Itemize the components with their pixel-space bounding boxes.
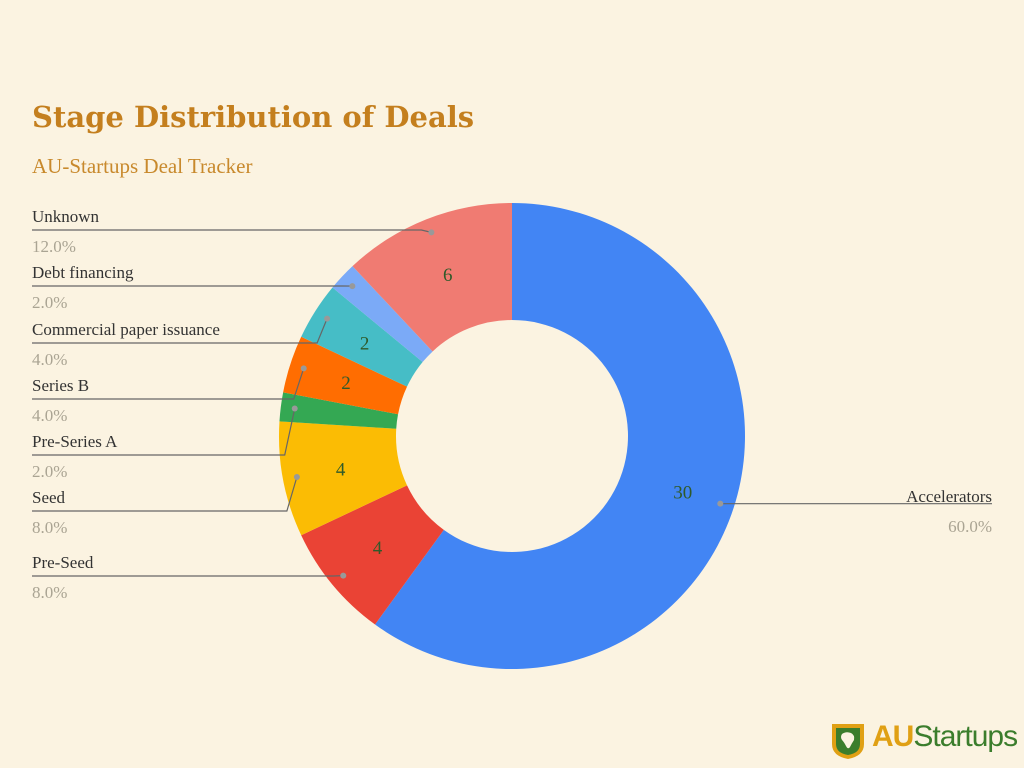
legend-label-accelerators: Accelerators: [906, 487, 992, 506]
logo-text-suffix: Startups: [913, 720, 1018, 753]
logo-text: AUStartups: [872, 720, 1018, 754]
legend-label-commercial-paper-issuance: Commercial paper issuance: [32, 320, 220, 339]
leader-dot-seed: [293, 474, 300, 481]
percent-label-seed: 8.0%: [32, 518, 67, 537]
slice-pre-series-a: [279, 392, 399, 429]
slice-series-b: [283, 336, 408, 415]
slice-unknown: [352, 203, 512, 352]
value-label-accelerators: 30: [673, 482, 692, 503]
leader-dot-debt-financing: [349, 283, 356, 290]
value-label-series-b: 2: [341, 373, 351, 394]
austartups-logo: AUStartups: [828, 718, 1018, 762]
slice-accelerators: [375, 203, 745, 670]
leader-line-series-b: [32, 368, 305, 400]
leader-dot-pre-series-a: [291, 405, 298, 412]
percent-label-unknown: 12.0%: [32, 237, 76, 256]
leader-line-unknown: [32, 229, 432, 233]
chart-subtitle: AU-Startups Deal Tracker: [32, 154, 253, 178]
africa-shield-icon: [832, 724, 864, 759]
leader-line-seed: [32, 476, 298, 512]
legend-label-pre-seed: Pre-Seed: [32, 553, 94, 572]
logo-text-prefix: AU: [872, 720, 914, 753]
slice-seed: [279, 421, 408, 536]
slice-debt-financing: [332, 266, 433, 363]
leader-dot-commercial-paper-issuance: [324, 315, 331, 322]
leader-line-pre-series-a: [32, 408, 296, 456]
leader-line-commercial-paper-issuance: [32, 318, 328, 344]
percent-label-debt-financing: 2.0%: [32, 293, 67, 312]
percent-label-accelerators: 60.0%: [948, 517, 992, 536]
leader-dot-accelerators: [717, 500, 724, 507]
leader-dot-series-b: [300, 365, 307, 372]
chart-title: Stage Distribution of Deals: [32, 100, 475, 134]
percent-label-pre-series-a: 2.0%: [32, 462, 67, 481]
legend-label-series-b: Series B: [32, 376, 89, 395]
legend-label-debt-financing: Debt financing: [32, 263, 134, 282]
percent-label-series-b: 4.0%: [32, 406, 67, 425]
legend-label-pre-series-a: Pre-Series A: [32, 432, 118, 451]
value-label-commercial-paper-issuance: 2: [360, 333, 370, 354]
leader-dot-unknown: [428, 229, 435, 236]
value-label-seed: 4: [336, 460, 346, 481]
value-label-unknown: 6: [443, 265, 453, 286]
legend-label-seed: Seed: [32, 488, 66, 507]
percent-label-pre-seed: 8.0%: [32, 583, 67, 602]
value-label-pre-seed: 4: [373, 538, 383, 559]
slice-commercial-paper-issuance: [301, 287, 423, 387]
percent-label-commercial-paper-issuance: 4.0%: [32, 350, 67, 369]
legend-label-unknown: Unknown: [32, 207, 100, 226]
leader-dot-pre-seed: [340, 572, 347, 579]
slice-pre-seed: [301, 485, 444, 625]
